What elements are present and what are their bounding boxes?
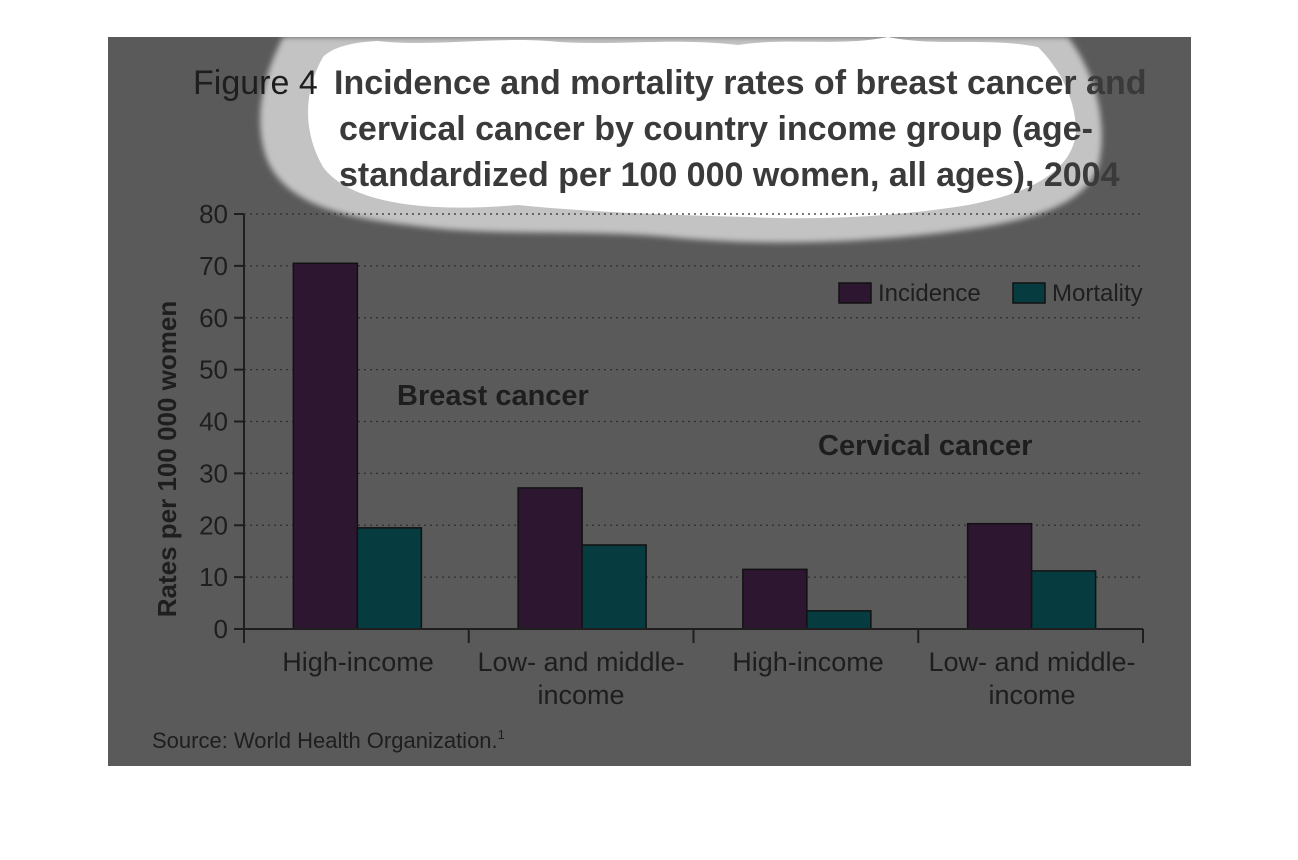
category-label-4-line-1: Low- and middle- [928, 647, 1135, 677]
legend-swatch-incidence [838, 282, 872, 304]
y-tick-label-20: 20 [199, 510, 228, 540]
chart-title-line-3: standardized per 100 000 women, all ages… [339, 156, 1120, 194]
bar-incidence-3 [742, 568, 808, 630]
category-labels: High-income Low- and middle- income High… [282, 647, 1135, 710]
figure-label: Figure 4 [193, 64, 318, 102]
bar-mortality-1 [356, 527, 423, 630]
bar-chart: 0 10 20 30 40 50 60 70 80 Figure 4 Incidence and… [152, 37, 1147, 753]
y-tick-label-80: 80 [199, 199, 228, 229]
source-note: Source: World Health Organization.1 [152, 727, 505, 753]
legend-label-incidence: Incidence [878, 280, 981, 307]
category-label-4-line-2: income [988, 680, 1075, 710]
annotation-cervical-cancer: Cervical cancer [818, 430, 1032, 462]
title-highlight-cloud [260, 37, 1102, 243]
bar-mortality-3 [806, 610, 872, 630]
y-tick-label-60: 60 [199, 303, 228, 333]
category-label-3: High-income [732, 647, 884, 677]
y-axis-label: Rates per 100 000 women [152, 301, 182, 618]
bar-mortality-2 [581, 544, 647, 630]
category-label-1: High-income [282, 647, 434, 677]
gridlines [244, 213, 1143, 578]
chart-title-line-2: cervical cancer by country income group … [339, 110, 1093, 148]
legend: Incidence Mortality [838, 280, 1143, 307]
legend-swatch-mortality [1012, 282, 1046, 304]
x-axis-ticks [243, 629, 1144, 643]
bar-incidence-2 [517, 487, 583, 630]
annotation-breast-cancer: Breast cancer [397, 380, 589, 412]
figure-panel: 0 10 20 30 40 50 60 70 80 Figure 4 Incidence and… [108, 37, 1191, 766]
category-label-2-line-2: income [537, 680, 624, 710]
y-tick-label-10: 10 [199, 562, 228, 592]
y-tick-label-0: 0 [214, 614, 228, 644]
y-tick-label-50: 50 [199, 355, 228, 385]
legend-label-mortality: Mortality [1052, 280, 1143, 307]
bar-incidence-4 [966, 522, 1033, 630]
bar-incidence-1 [292, 262, 359, 630]
axis-ticks: 0 10 20 30 40 50 60 70 80 [199, 199, 244, 644]
y-tick-label-40: 40 [199, 407, 228, 437]
source-text: Source: World Health Organization. [152, 728, 498, 753]
category-label-2-line-1: Low- and middle- [477, 647, 684, 677]
y-tick-label-30: 30 [199, 458, 228, 488]
source-superscript: 1 [498, 727, 505, 742]
bars [292, 262, 1097, 630]
chart-title-line-1: Incidence and mortality rates of breast … [334, 64, 1147, 102]
bar-mortality-4 [1030, 570, 1097, 630]
y-tick-label-70: 70 [199, 251, 228, 281]
